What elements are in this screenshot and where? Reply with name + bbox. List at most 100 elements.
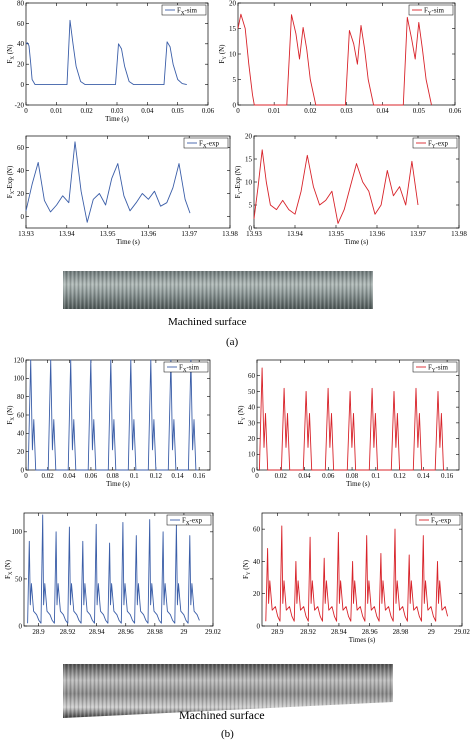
x-axis-label: Time (s): [116, 238, 140, 246]
x-tick-label: 0.16: [441, 472, 454, 480]
legend-box: [412, 137, 458, 149]
y-tick-label: 40: [248, 404, 256, 412]
x-tick-label: 0.02: [275, 472, 288, 480]
series-line: [237, 13, 432, 106]
x-tick-label: 0.08: [106, 472, 119, 480]
x-tick-label: 0.02: [304, 107, 317, 115]
x-tick-label: 13.95: [100, 230, 116, 238]
x-axis-label: Time (s): [106, 480, 130, 488]
y-axis-label: FX-Exp (N): [6, 165, 16, 198]
x-tick-label: 29: [180, 628, 188, 636]
y-tick-label: 0: [21, 81, 25, 89]
x-tick-label: 0: [236, 107, 240, 115]
x-tick-label: 0.04: [63, 472, 76, 480]
chart-a-fx-exp: 13.93 13.94 13.95 13.96 13.97 13.98 0 20 40 60 Tim…: [6, 135, 238, 246]
x-tick-label: 29.02: [454, 628, 470, 636]
chart-a-fy-exp: 13.93 13.94 13.95 13.96 13.97 13.98 0 5 10 15 20 Ti…: [234, 132, 467, 246]
x-axis-label: Time (s): [105, 115, 129, 123]
x-tick-label: 13.97: [410, 230, 426, 238]
x-tick-label: 28.96: [362, 628, 378, 636]
plot-frame: [256, 359, 460, 471]
plot-frame: [23, 512, 214, 627]
x-tick-label: 0.04: [377, 107, 390, 115]
legend-box: [163, 361, 209, 373]
y-tick-label: 10: [248, 451, 256, 459]
y-tick-label: 15: [245, 155, 253, 163]
x-tick-label: 28.92: [60, 628, 76, 636]
x-tick-label: 13.94: [287, 230, 303, 238]
y-tick-label: 20: [17, 61, 25, 69]
y-axis-label: FY (N): [242, 559, 252, 579]
x-tick-label: 0.1: [130, 472, 139, 480]
y-tick-label: 20: [253, 590, 261, 598]
y-tick-label: 30: [248, 419, 256, 427]
machined-surface-caption-a: Machined surface: [168, 316, 247, 328]
y-tick-label: 40: [17, 430, 25, 438]
legend-label: FY-exp: [428, 140, 448, 150]
y-tick-label: 60: [17, 20, 25, 28]
y-tick-label: 50: [248, 388, 256, 396]
y-tick-label: -20: [15, 101, 25, 109]
legend-label: FX-sim: [177, 7, 198, 17]
x-tick-label: 0.06: [85, 472, 98, 480]
y-tick-label: 40: [253, 558, 261, 566]
x-tick-label: 0.06: [202, 107, 215, 115]
y-tick-label: 60: [253, 526, 261, 534]
x-tick-label: 28.9: [32, 628, 45, 636]
legend-label: FY-sim: [424, 7, 445, 17]
series-line: [253, 149, 419, 224]
panel-label-b: (b): [221, 728, 234, 740]
x-tick-label: 13.93: [246, 230, 262, 238]
y-tick-label: 20: [17, 448, 25, 456]
chart-b-fx-sim: 0 0.02 0.04 0.06 0.08 0.1 0.12 0.14 0.16 0 20 40 60 8…: [6, 356, 211, 488]
x-tick-label: 29: [428, 628, 436, 636]
x-tick-label: 13.96: [141, 230, 157, 238]
x-tick-label: 28.92: [300, 628, 316, 636]
plot-frame: [25, 359, 211, 471]
y-tick-label: 50: [15, 575, 23, 583]
plot-frame: [253, 135, 460, 229]
y-tick-label: 15: [229, 25, 237, 33]
x-tick-label: 29.02: [205, 628, 221, 636]
chart-b-fy-sim: 0 0.02 0.04 0.06 0.08 0.1 0.12 0.14 0.16 0 10 20 30 4…: [237, 359, 460, 488]
y-tick-label: 40: [17, 40, 25, 48]
y-tick-label: 0: [19, 622, 23, 630]
chart-a-fx-sim: 0 0.01 0.02 0.03 0.04 0.05 0.06-20020406080Tim…: [6, 0, 215, 123]
x-tick-label: 28.94: [89, 628, 105, 636]
series-line: [25, 141, 191, 223]
x-tick-label: 0: [24, 472, 28, 480]
x-tick-label: 13.94: [59, 230, 75, 238]
x-tick-label: 0: [255, 472, 259, 480]
x-tick-label: 13.96: [369, 230, 385, 238]
x-tick-label: 0.03: [340, 107, 353, 115]
x-tick-label: 13.95: [328, 230, 344, 238]
x-tick-label: 0.01: [50, 107, 63, 115]
y-tick-label: 100: [12, 528, 23, 536]
chart-b-fx-exp: 28.9 28.92 28.94 28.96 28.98 29 29.02 0 50 100 FX …: [4, 512, 221, 636]
x-tick-label: 28.98: [147, 628, 163, 636]
legend-box: [412, 361, 458, 373]
x-tick-label: 0.03: [111, 107, 124, 115]
legend-box: [161, 4, 207, 16]
y-tick-label: 120: [14, 356, 25, 364]
y-axis-label: FY-Exp (N): [234, 165, 244, 198]
machined-surface-image-a: [63, 271, 373, 309]
series-line: [258, 367, 446, 471]
x-tick-label: 28.98: [393, 628, 409, 636]
legend-box: [415, 514, 461, 526]
x-tick-label: 28.9: [271, 628, 284, 636]
y-axis-label: FY (N): [218, 44, 228, 64]
x-tick-label: 0.1: [371, 472, 380, 480]
plot-frame: [25, 2, 209, 106]
y-tick-label: 80: [17, 0, 25, 7]
machined-surface-caption-b: Machined surface: [179, 708, 265, 722]
series-line: [25, 19, 187, 86]
x-tick-label: 13.98: [451, 230, 467, 238]
legend-label: FX-exp: [199, 140, 219, 150]
x-tick-label: 0.05: [413, 107, 426, 115]
x-tick-label: 0.02: [81, 107, 94, 115]
x-tick-label: 0.04: [298, 472, 311, 480]
y-tick-label: 0: [257, 622, 261, 630]
y-tick-label: 0: [233, 101, 237, 109]
